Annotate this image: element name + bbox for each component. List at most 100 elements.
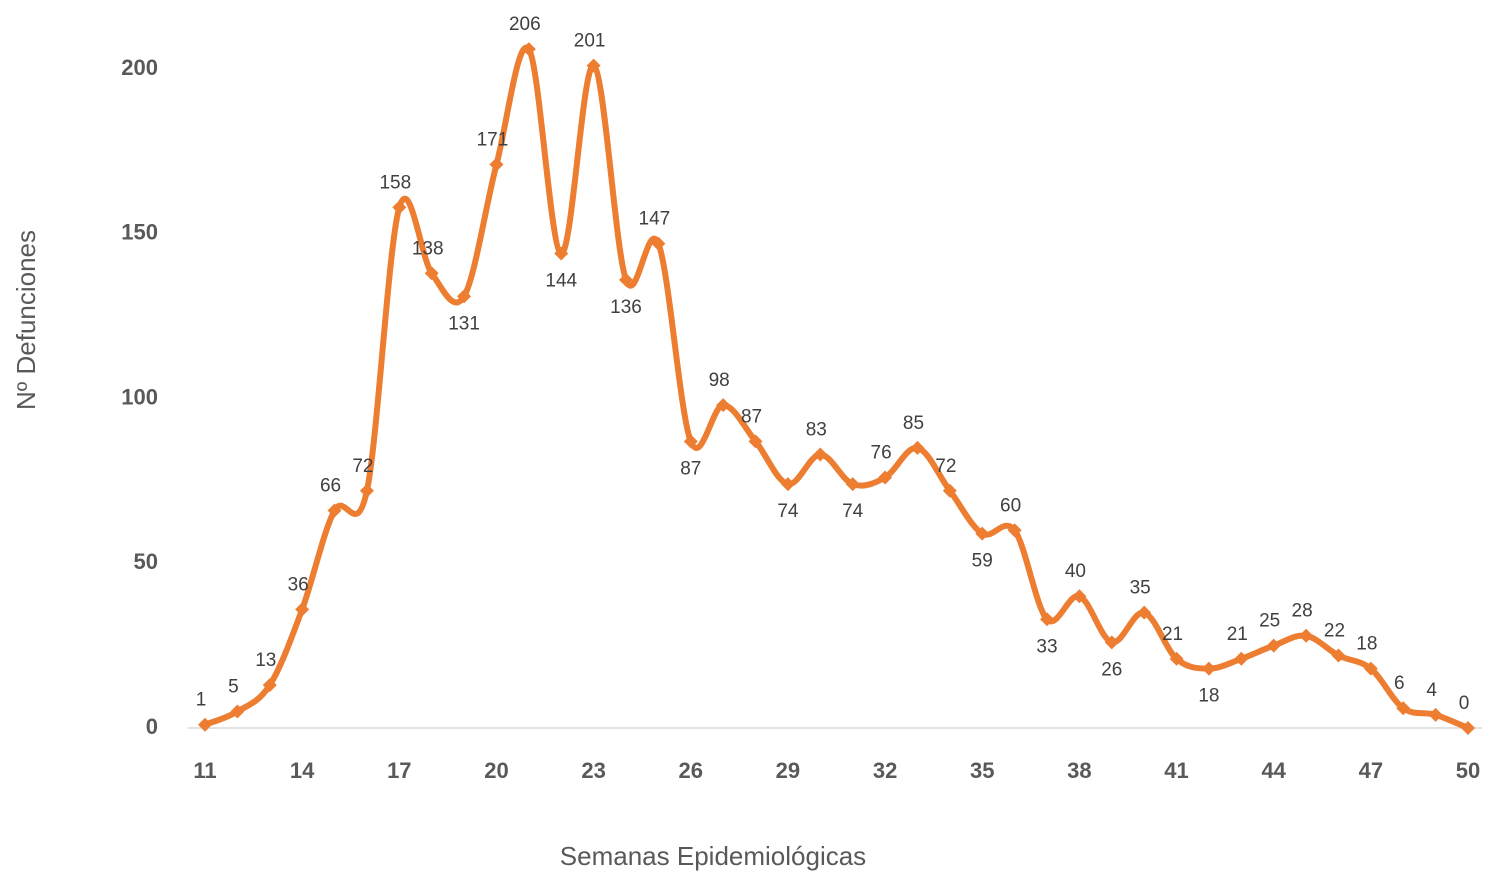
marker [878, 470, 893, 485]
x-tick-label: 23 [581, 758, 605, 783]
marker [1299, 628, 1314, 643]
marker [489, 157, 504, 172]
data-label: 144 [545, 271, 577, 292]
data-label: 22 [1324, 621, 1345, 642]
marker [262, 678, 277, 693]
data-label: 72 [352, 456, 373, 477]
data-label: 1 [196, 690, 207, 711]
data-label: 147 [639, 209, 671, 230]
marker [1007, 523, 1022, 538]
marker [392, 200, 407, 215]
data-label: 18 [1356, 634, 1377, 655]
marker [1363, 661, 1378, 676]
marker [780, 477, 795, 492]
marker [424, 266, 439, 281]
x-tick-label: 32 [873, 758, 897, 783]
data-label: 59 [972, 551, 993, 572]
data-label: 4 [1426, 680, 1437, 701]
data-label: 76 [871, 443, 892, 464]
y-tick-label: 150 [121, 220, 158, 245]
x-tick-label: 44 [1261, 758, 1286, 783]
marker [295, 602, 310, 617]
x-tick-label: 29 [776, 758, 800, 783]
x-tick-label: 11 [193, 758, 216, 783]
data-label: 74 [777, 501, 799, 522]
data-label: 158 [379, 172, 411, 193]
marker [1072, 589, 1087, 604]
data-label: 98 [709, 370, 730, 391]
x-axis-title: Semanas Epidemiológicas [560, 841, 866, 871]
x-tick-label: 35 [970, 758, 994, 783]
y-tick-label: 100 [121, 384, 158, 409]
y-axis-title: Nº Defunciones [11, 230, 41, 410]
data-label: 33 [1036, 636, 1057, 657]
data-label: 72 [935, 456, 956, 477]
x-tick-label: 17 [387, 758, 411, 783]
y-tick-label: 50 [134, 549, 158, 574]
data-label: 85 [903, 413, 924, 434]
marker [910, 440, 925, 455]
data-label: 87 [680, 458, 701, 479]
marker [198, 717, 212, 732]
marker [1266, 638, 1281, 653]
data-label: 18 [1198, 686, 1219, 707]
marker [327, 503, 342, 518]
data-label: 131 [448, 313, 480, 334]
data-label: 87 [741, 406, 762, 427]
x-tick-label: 50 [1456, 758, 1480, 783]
data-label: 28 [1292, 601, 1313, 622]
data-label: 21 [1162, 624, 1183, 645]
marker [1428, 707, 1443, 722]
data-label: 0 [1459, 693, 1470, 714]
x-tick-label: 38 [1067, 758, 1091, 783]
data-label: 13 [255, 650, 276, 671]
marker [1234, 651, 1249, 666]
data-label: 74 [842, 501, 864, 522]
data-label: 6 [1394, 673, 1405, 694]
marker [359, 483, 374, 498]
data-label: 36 [288, 574, 309, 595]
data-label: 26 [1101, 659, 1122, 680]
marker [748, 434, 763, 449]
x-tick-label: 14 [290, 758, 315, 783]
marker [230, 704, 245, 719]
data-label: 206 [509, 14, 541, 35]
marker [1169, 651, 1184, 666]
marker [554, 246, 569, 261]
marker [457, 289, 472, 304]
data-label: 138 [412, 238, 444, 259]
data-label: 25 [1259, 611, 1280, 632]
data-label: 60 [1000, 495, 1021, 516]
data-label: 83 [806, 420, 827, 441]
marker [619, 272, 633, 287]
x-tick-label: 47 [1359, 758, 1383, 783]
x-tick-label: 41 [1164, 758, 1188, 783]
marker [1201, 661, 1216, 676]
data-label: 201 [574, 31, 606, 52]
x-tick-label: 26 [679, 758, 703, 783]
marker [586, 58, 601, 73]
marker [975, 526, 990, 541]
marker [1396, 701, 1411, 716]
y-tick-label: 200 [121, 55, 158, 80]
data-label: 21 [1227, 624, 1248, 645]
marker [1040, 612, 1054, 627]
marker [1137, 605, 1152, 620]
marker [1104, 635, 1119, 650]
x-tick-label: 20 [484, 758, 508, 783]
marker [1331, 648, 1346, 663]
marker [1461, 721, 1475, 735]
data-label: 171 [477, 130, 509, 151]
data-label: 35 [1130, 578, 1151, 599]
marker [716, 398, 731, 413]
data-label: 5 [228, 677, 239, 698]
marker [683, 434, 698, 449]
data-label: 66 [320, 476, 341, 497]
data-label: 136 [610, 297, 642, 318]
marker [521, 42, 536, 57]
y-tick-label: 0 [146, 714, 158, 739]
marker [942, 483, 957, 498]
marker [651, 236, 666, 251]
marker [813, 447, 828, 462]
